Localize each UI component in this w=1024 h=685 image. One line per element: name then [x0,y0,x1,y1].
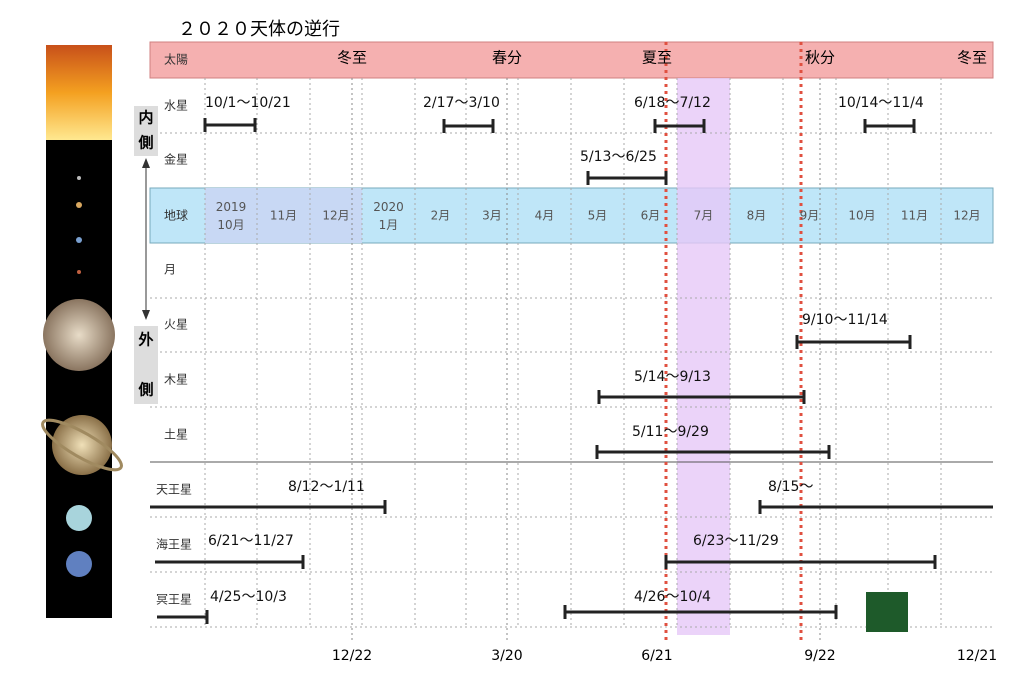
side-labels: 内 側 外 側 [134,106,158,404]
period-label: 10/1〜10/21 [205,95,291,111]
month-label: 3月 [482,209,502,223]
row-label: 太陽 [164,52,188,67]
month-label: 2020 1月 [373,200,404,232]
side-label: 外 [137,331,153,349]
date-label: 6/21 [641,648,672,664]
period-label: 9/10〜11/14 [802,312,888,328]
side-label: 側 [137,381,153,399]
july-band [677,78,730,635]
season-label: 春分 [492,49,522,67]
month-label: 12月 [322,209,349,223]
row-label: 月 [164,263,176,277]
month-label: 2月 [431,209,451,223]
month-label: 4月 [535,209,555,223]
month-label: 7月 [694,209,714,223]
month-label: 2019 10月 [216,200,247,232]
month-label: 11月 [901,209,928,223]
row-label: 土星 [164,428,188,442]
row-label: 冥王星 [156,593,192,607]
month-label: 6月 [641,209,661,223]
date-label: 12/22 [332,648,372,664]
row-label: 地球 [164,209,188,223]
grid [150,78,993,640]
row-label: 水星 [164,99,188,113]
period-label: 5/11〜9/29 [632,424,709,440]
row-label: 火星 [164,318,188,332]
period-label: 6/18〜7/12 [634,95,711,111]
season-label: 秋分 [805,49,835,67]
season-label: 夏至 [642,49,672,67]
month-label: 9月 [800,209,820,223]
row-label: 木星 [164,373,188,387]
logo [866,592,908,632]
month-label: 12月 [953,209,980,223]
side-label: 内 [138,109,153,127]
row-label: 海王星 [156,537,192,552]
period-label: 4/26〜10/4 [634,589,711,605]
date-label: 3/20 [491,648,522,664]
row-label: 金星 [164,152,188,167]
period-label: 4/25〜10/3 [210,589,287,605]
month-label: 10月 [848,209,875,223]
planet-strip [41,45,123,618]
period-label: 6/23〜11/29 [693,533,779,549]
date-label: 12/21 [957,648,997,664]
period-label: 5/13〜6/25 [580,149,657,165]
month-label: 11月 [270,209,297,223]
row-label: 天王星 [156,483,192,497]
period-label: 2/17〜3/10 [423,95,500,111]
season-label: 冬至 [957,49,987,67]
month-label: 5月 [588,209,608,223]
season-label: 冬至 [337,49,367,67]
date-label: 9/22 [804,648,835,664]
period-label: 10/14〜11/4 [838,95,924,111]
month-label: 8月 [747,209,767,223]
sun-row [149,41,994,79]
period-label: 5/14〜9/13 [634,369,711,385]
period-label: 6/21〜11/27 [208,533,294,549]
period-label: 8/12〜1/11 [288,479,365,495]
earth-2019 [205,188,362,243]
side-label: 側 [137,134,153,152]
title: ２０２０天体の逆行 [178,19,340,40]
period-label: 8/15〜 [768,479,813,495]
